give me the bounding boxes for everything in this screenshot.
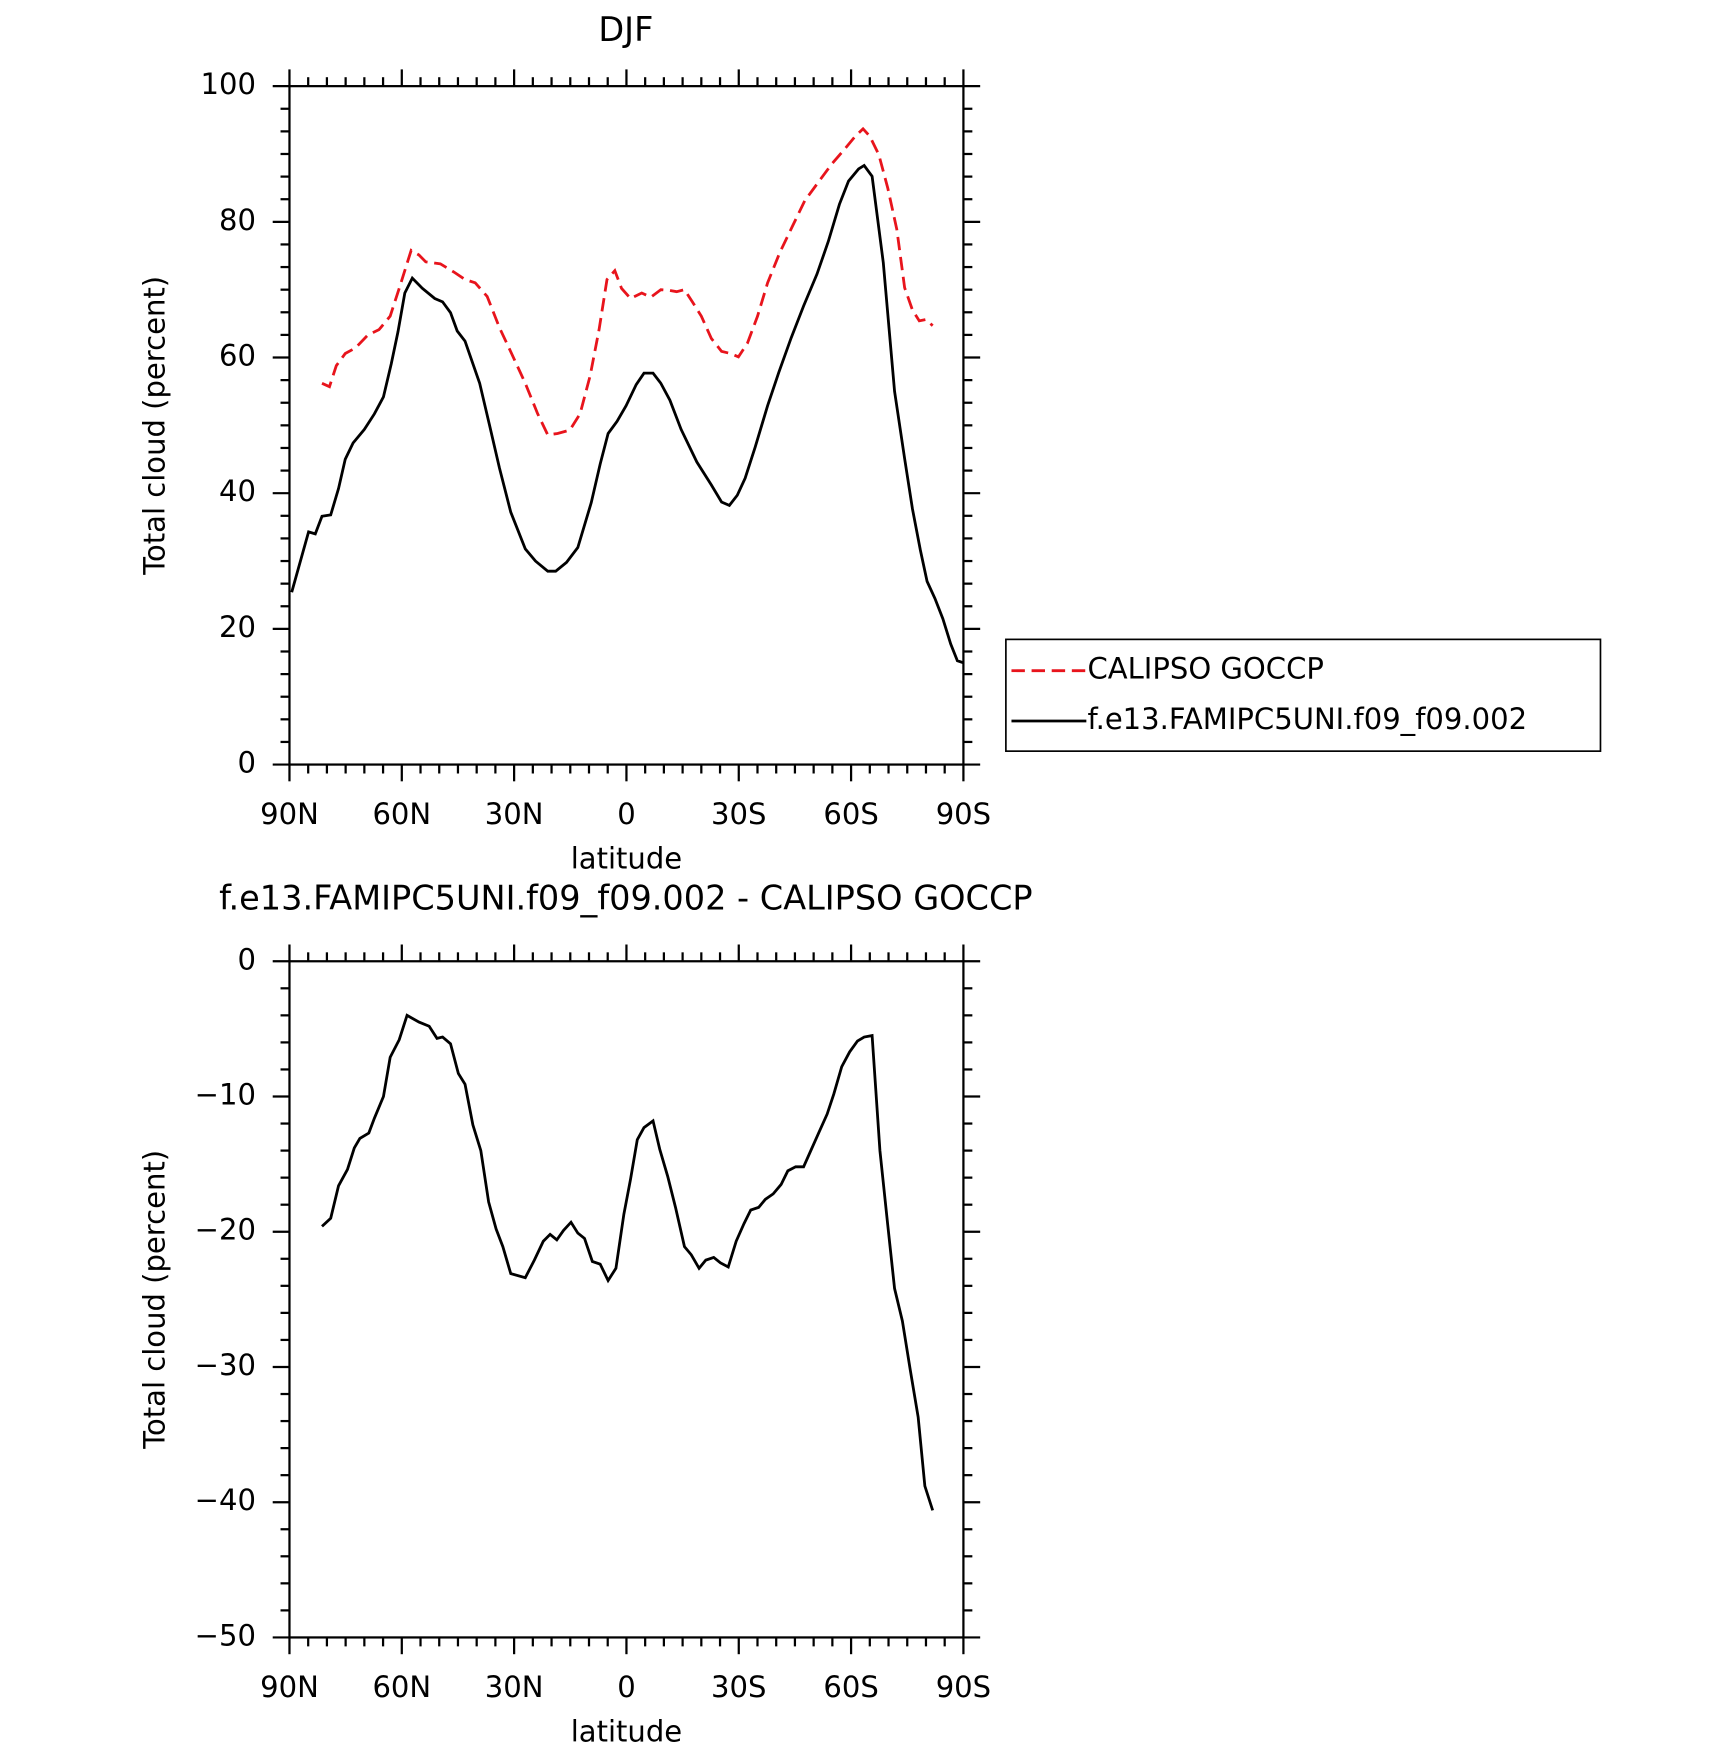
- y-tick-label: 0: [237, 746, 255, 780]
- x-tick-label: 60N: [372, 797, 431, 831]
- data-line: [290, 163, 964, 665]
- x-tick-label: 60S: [823, 1670, 878, 1704]
- chart-title: f.e13.FAMIPC5UNI.f09_f09.002 - CALIPSO G…: [219, 878, 1032, 917]
- legend-box: [1005, 638, 1602, 752]
- data-line: [321, 1013, 935, 1511]
- y-tick-label: −30: [195, 1348, 256, 1382]
- x-tick-label: 30S: [711, 797, 766, 831]
- y-tick-label: −20: [195, 1213, 256, 1247]
- x-tick-label: 0: [617, 1670, 635, 1704]
- x-tick-label: 0: [617, 797, 635, 831]
- x-axis-label: latitude: [571, 1715, 682, 1749]
- y-tick-label: 60: [219, 339, 256, 373]
- legend-label: CALIPSO GOCCP: [1087, 652, 1323, 686]
- y-tick-label: 80: [219, 203, 256, 237]
- y-tick-label: 100: [200, 67, 255, 101]
- y-axis-label: Total cloud (percent): [137, 1150, 171, 1450]
- y-tick-label: −10: [195, 1077, 256, 1111]
- y-tick-label: −50: [195, 1618, 256, 1652]
- y-tick-label: −40: [195, 1483, 256, 1517]
- plot-frame: [288, 85, 965, 766]
- chart-title: DJF: [598, 10, 653, 49]
- x-tick-label: 90N: [260, 1670, 319, 1704]
- x-tick-label: 60N: [372, 1670, 431, 1704]
- x-tick-label: 30N: [485, 797, 544, 831]
- x-tick-label: 30S: [711, 1670, 766, 1704]
- y-tick-label: 40: [219, 474, 256, 508]
- legend-label: f.e13.FAMIPC5UNI.f09_f09.002: [1087, 702, 1527, 736]
- x-tick-label: 90S: [936, 1670, 991, 1704]
- y-tick-label: 20: [219, 610, 256, 644]
- x-tick-label: 60S: [823, 797, 878, 831]
- y-tick-label: 0: [237, 942, 255, 976]
- y-axis-label: Total cloud (percent): [137, 276, 171, 576]
- x-axis-label: latitude: [571, 842, 682, 876]
- data-line: [321, 126, 934, 437]
- x-tick-label: 30N: [485, 1670, 544, 1704]
- x-tick-label: 90S: [936, 797, 991, 831]
- x-tick-label: 90N: [260, 797, 319, 831]
